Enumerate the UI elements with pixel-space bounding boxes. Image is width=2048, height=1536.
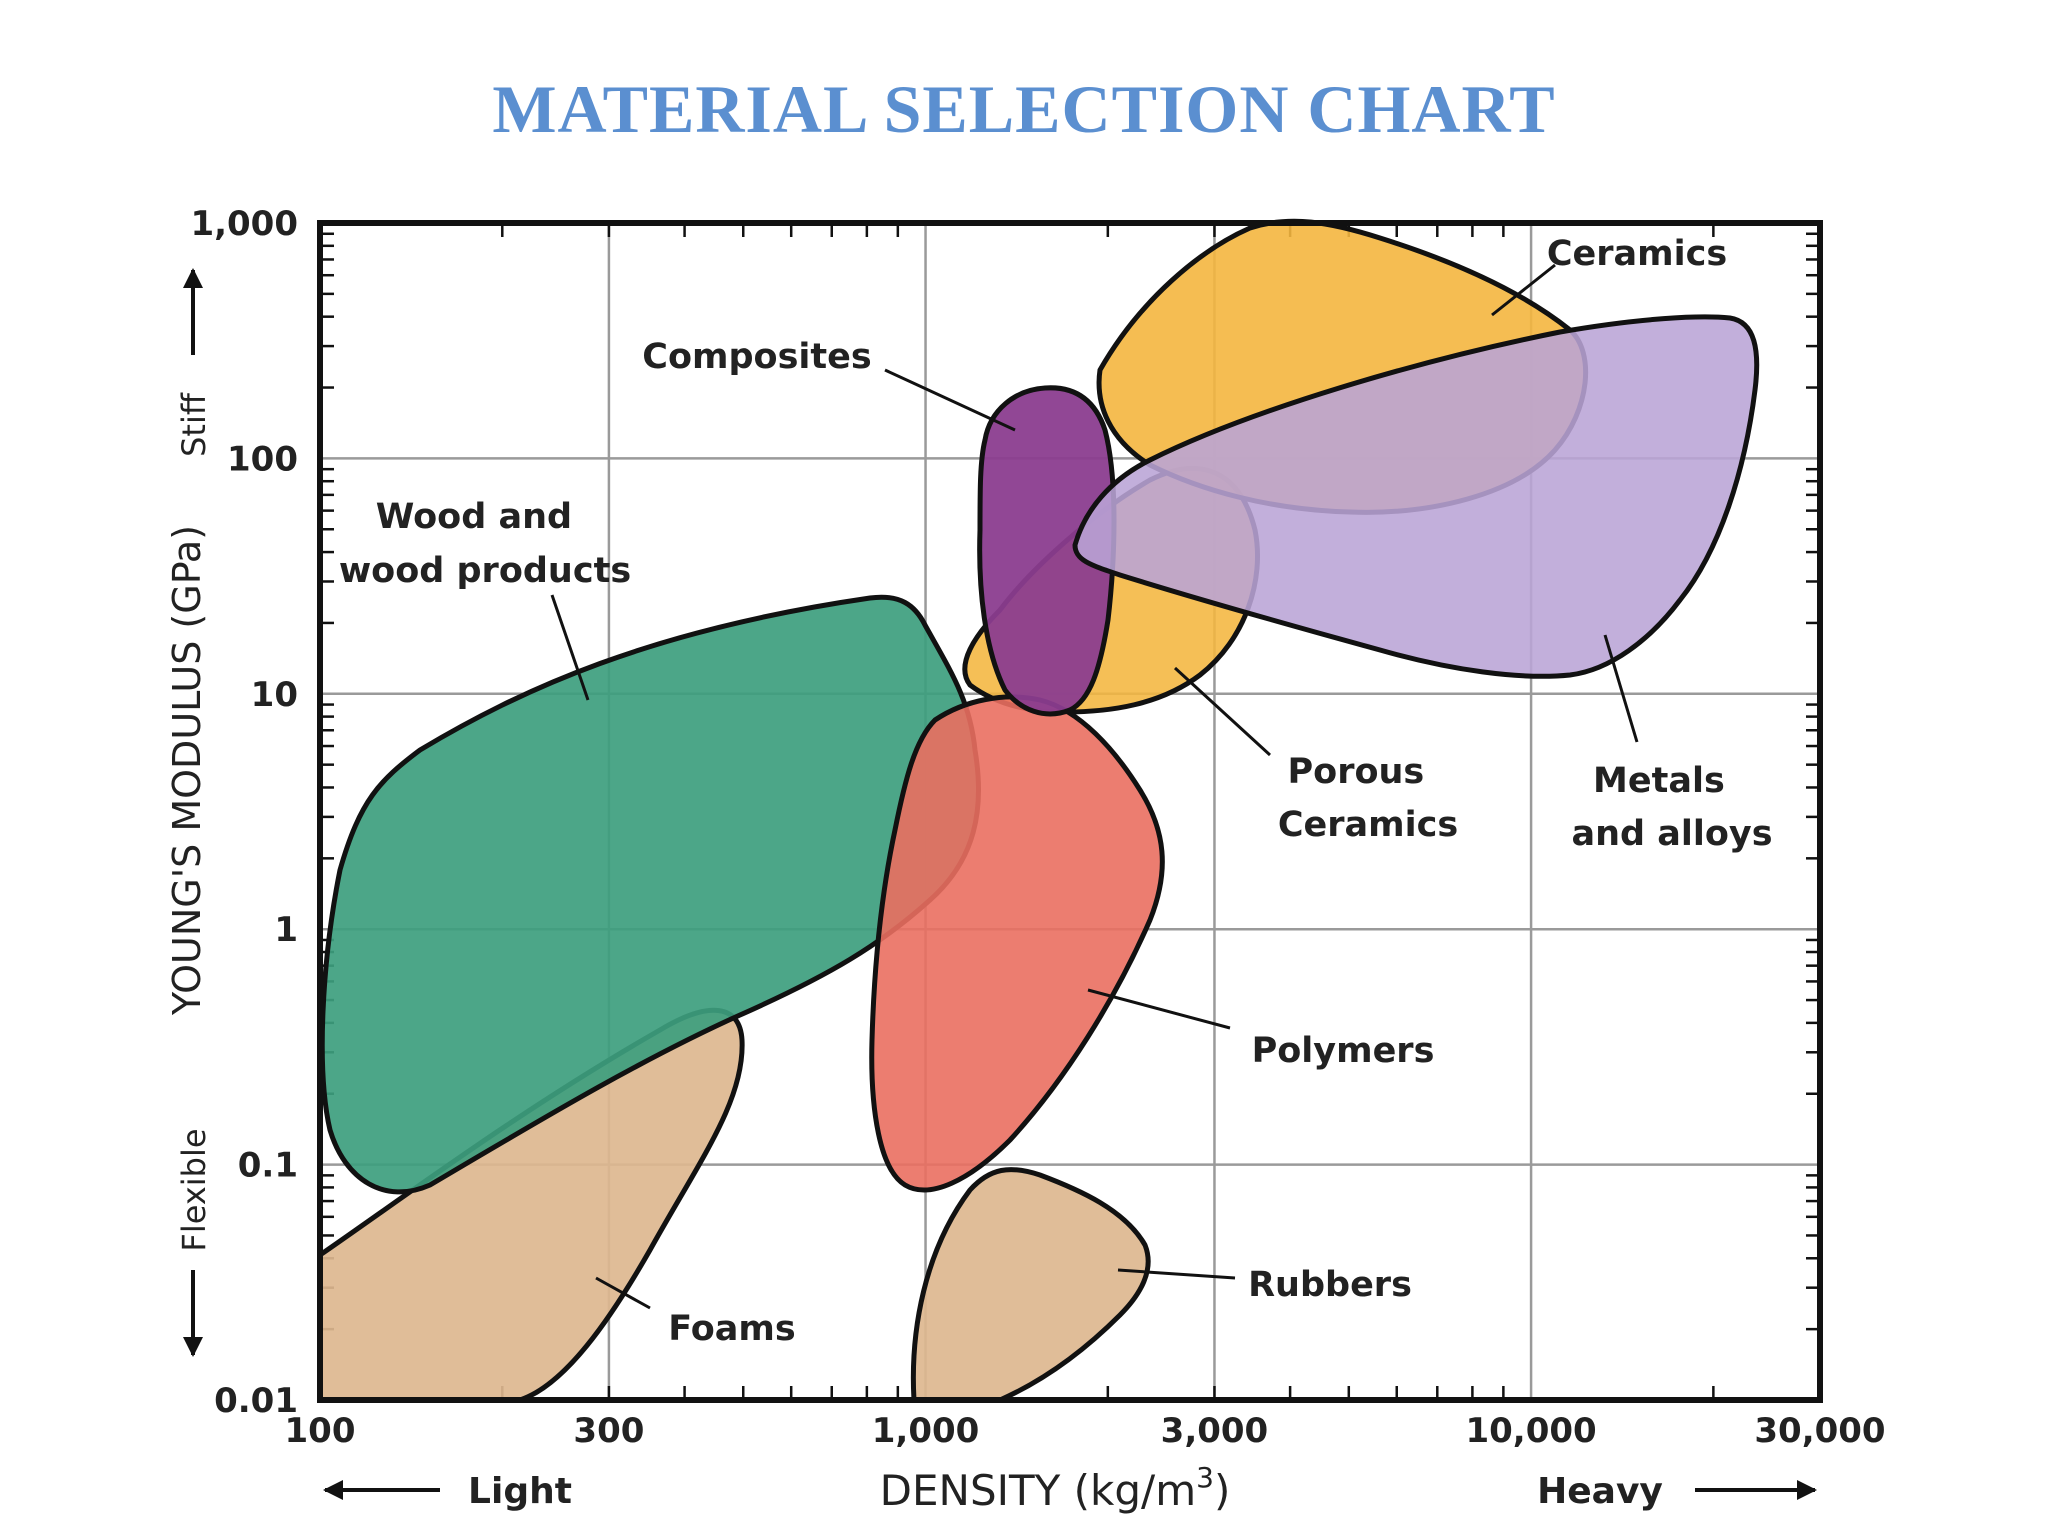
x-tick-label: 300: [573, 1411, 644, 1451]
y-tick-label: 1,000: [190, 204, 298, 244]
region-composites: [977, 385, 1117, 717]
label-polymers: Polymers: [1252, 1031, 1435, 1071]
heavy-label: Heavy: [1537, 1471, 1663, 1512]
x-tick-label: 3,000: [1161, 1411, 1269, 1451]
stiff-label: Stiff: [175, 392, 213, 457]
y-direction-indicator: Stiff Flexible: [175, 268, 213, 1357]
x-axis-title: DENSITY (kg/m3): [880, 1461, 1231, 1515]
y-tick-label: 10: [251, 675, 298, 715]
annotation-leaders: [550, 263, 1639, 1310]
label-rubbers: Rubbers: [1248, 1265, 1412, 1305]
y-tick-label: 0.1: [238, 1146, 298, 1186]
label-composites: Composites: [642, 337, 871, 377]
leader-ceramics: [1491, 263, 1556, 317]
x-tick-label: 30,000: [1754, 1411, 1885, 1451]
region-rubbers: [910, 1167, 1151, 1403]
leader-polymers: [1087, 988, 1231, 1030]
y-axis-title: YOUNG'S MODULUS (GPa): [165, 525, 209, 1016]
leader-rubbers: [1117, 1268, 1236, 1280]
label-porous-ceramics: Porous Ceramics: [1278, 752, 1458, 845]
x-tick-label: 1,000: [872, 1411, 980, 1451]
region-polymers: [869, 694, 1165, 1193]
leader-metals: [1603, 634, 1639, 743]
label-ceramics: Ceramics: [1547, 234, 1727, 274]
y-tick-label: 100: [227, 439, 298, 479]
axis-tick-labels: 100 300 1,000 3,000 10,000 30,000 0.01 0.1 1 10 10…: [190, 204, 1885, 1451]
leader-composites: [884, 368, 1016, 432]
plot-frame: [317, 220, 1823, 1403]
region-metals: [1072, 314, 1760, 679]
y-tick-label: 1: [274, 910, 298, 950]
label-foams: Foams: [668, 1309, 795, 1349]
material-regions: [317, 218, 1760, 1403]
y-tick-label: 0.01: [214, 1381, 298, 1421]
label-metals: Metals and alloys: [1571, 761, 1772, 854]
leader-porous: [1173, 666, 1272, 757]
x-tick-label: 100: [285, 1411, 356, 1451]
chart-title: MATERIAL SELECTION CHART: [492, 71, 1556, 147]
leader-foams: [595, 1276, 651, 1310]
leader-wood: [550, 594, 590, 701]
label-wood: Wood and wood products: [339, 497, 631, 591]
x-tick-label: 10,000: [1465, 1411, 1596, 1451]
light-label: Light: [468, 1471, 572, 1512]
annotations: Wood and wood products Composites Cerami…: [339, 234, 1773, 1349]
flexible-label: Flexible: [175, 1128, 213, 1251]
x-direction-indicator: Light Heavy: [323, 1471, 1817, 1512]
